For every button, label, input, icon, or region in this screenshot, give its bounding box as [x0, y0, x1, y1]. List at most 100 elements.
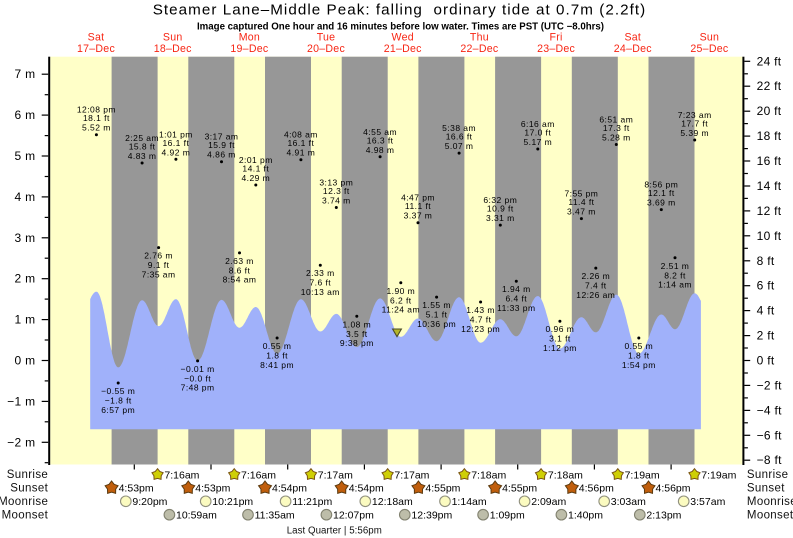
svg-text:9:20pm: 9:20pm [132, 496, 167, 508]
svg-text:Steamer Lane–Middle Peak: fall: Steamer Lane–Middle Peak: falling ordina… [153, 2, 647, 19]
svg-text:2.33 m: 2.33 m [306, 268, 335, 278]
svg-text:23–Dec: 23–Dec [537, 43, 575, 55]
svg-text:Sat: Sat [624, 31, 641, 43]
svg-text:Image captured One hour and 16: Image captured One hour and 16 minutes b… [197, 21, 604, 32]
svg-text:12:08 pm: 12:08 pm [77, 105, 116, 115]
svg-text:9:38 pm: 9:38 pm [340, 338, 374, 348]
svg-text:Tue: Tue [317, 31, 336, 43]
svg-text:−8 ft: −8 ft [757, 453, 783, 467]
svg-text:0 m: 0 m [14, 354, 35, 368]
svg-text:8.6 ft: 8.6 ft [229, 265, 251, 275]
svg-text:16 ft: 16 ft [757, 154, 782, 168]
svg-text:5:38 am: 5:38 am [442, 123, 476, 133]
svg-text:22 ft: 22 ft [757, 79, 782, 93]
svg-text:−2 ft: −2 ft [757, 378, 783, 392]
svg-text:8.2 ft: 8.2 ft [664, 270, 686, 280]
svg-text:6 ft: 6 ft [757, 279, 775, 293]
svg-text:10 ft: 10 ft [757, 229, 782, 243]
svg-text:Moonrise: Moonrise [747, 496, 793, 508]
svg-text:10:59am: 10:59am [176, 510, 217, 522]
svg-text:17.7 ft: 17.7 ft [681, 119, 708, 129]
svg-text:20–Dec: 20–Dec [307, 43, 345, 55]
svg-text:14 ft: 14 ft [757, 179, 782, 193]
svg-text:−2 m: −2 m [7, 435, 35, 449]
svg-text:4:55pm: 4:55pm [502, 483, 537, 495]
svg-text:1.94 m: 1.94 m [502, 284, 531, 294]
svg-text:16.6 ft: 16.6 ft [446, 132, 473, 142]
svg-text:8:41 pm: 8:41 pm [260, 360, 294, 370]
svg-text:Wed: Wed [392, 31, 414, 43]
svg-text:9.1 ft: 9.1 ft [148, 260, 170, 270]
svg-text:17.3 ft: 17.3 ft [603, 123, 630, 133]
svg-text:12:26 am: 12:26 am [576, 290, 615, 300]
svg-text:7.6 ft: 7.6 ft [309, 278, 331, 288]
svg-text:Sunset: Sunset [747, 482, 785, 494]
svg-text:4 m: 4 m [14, 190, 35, 204]
svg-text:2.76 m: 2.76 m [144, 251, 173, 261]
svg-text:5 m: 5 m [14, 149, 35, 163]
svg-text:1.55 m: 1.55 m [422, 300, 451, 310]
svg-text:4:54pm: 4:54pm [272, 483, 307, 495]
svg-text:16.1 ft: 16.1 ft [163, 138, 190, 148]
svg-text:1:01 pm: 1:01 pm [159, 129, 193, 139]
svg-text:4.91 m: 4.91 m [287, 148, 316, 158]
svg-text:Mon: Mon [239, 31, 260, 43]
svg-text:1.8 ft: 1.8 ft [628, 351, 650, 361]
svg-text:−0.01 m: −0.01 m [181, 364, 215, 374]
svg-text:Moonset: Moonset [2, 509, 49, 521]
svg-text:1.8 ft: 1.8 ft [266, 351, 288, 361]
svg-text:7:18am: 7:18am [548, 469, 583, 481]
svg-text:1:12 pm: 1:12 pm [543, 343, 577, 353]
svg-text:4.92 m: 4.92 m [162, 147, 191, 157]
svg-text:Last Quarter | 5:56pm: Last Quarter | 5:56pm [287, 526, 382, 537]
svg-text:7:18am: 7:18am [471, 469, 506, 481]
svg-text:5.07 m: 5.07 m [445, 141, 474, 151]
svg-text:5.39 m: 5.39 m [680, 128, 709, 138]
svg-text:3.47 m: 3.47 m [567, 207, 596, 217]
svg-text:0.55 m: 0.55 m [624, 341, 653, 351]
svg-text:12:23 pm: 12:23 pm [461, 324, 500, 334]
svg-text:7:55 pm: 7:55 pm [564, 189, 598, 199]
svg-text:−0.0 ft: −0.0 ft [184, 373, 211, 383]
svg-text:7:17am: 7:17am [394, 469, 429, 481]
svg-text:2:25 am: 2:25 am [125, 133, 159, 143]
svg-text:4:47 pm: 4:47 pm [401, 193, 435, 203]
svg-text:3.31 m: 3.31 m [486, 213, 515, 223]
svg-text:Sun: Sun [163, 31, 183, 43]
svg-text:2.63 m: 2.63 m [225, 256, 254, 266]
svg-text:16.3 ft: 16.3 ft [367, 135, 394, 145]
svg-text:1.08 m: 1.08 m [342, 319, 371, 329]
svg-text:Moonset: Moonset [747, 509, 793, 521]
svg-text:Sunset: Sunset [10, 482, 48, 494]
svg-text:6:57 pm: 6:57 pm [101, 405, 135, 415]
svg-text:7:23 am: 7:23 am [678, 110, 712, 120]
svg-text:0.55 m: 0.55 m [263, 341, 292, 351]
svg-text:4:08 am: 4:08 am [284, 130, 318, 140]
svg-text:3:13 pm: 3:13 pm [319, 178, 353, 188]
svg-text:6.2 ft: 6.2 ft [390, 295, 412, 305]
svg-text:8 ft: 8 ft [757, 254, 775, 268]
svg-text:6 m: 6 m [14, 108, 35, 122]
svg-text:3.69 m: 3.69 m [647, 198, 676, 208]
svg-text:4:56pm: 4:56pm [579, 483, 614, 495]
svg-text:4:53pm: 4:53pm [195, 483, 230, 495]
svg-text:−0.55 m: −0.55 m [101, 386, 135, 396]
svg-text:−4 ft: −4 ft [757, 403, 783, 417]
svg-text:14.1 ft: 14.1 ft [242, 164, 269, 174]
svg-text:3:17 am: 3:17 am [205, 132, 239, 142]
svg-text:5.17 m: 5.17 m [523, 137, 552, 147]
svg-text:12 ft: 12 ft [757, 204, 782, 218]
svg-text:7:48 pm: 7:48 pm [181, 383, 215, 393]
svg-text:19–Dec: 19–Dec [230, 43, 268, 55]
svg-text:15.9 ft: 15.9 ft [208, 140, 235, 150]
svg-text:0 ft: 0 ft [757, 354, 775, 368]
svg-text:7:17am: 7:17am [318, 469, 353, 481]
svg-text:2:01 pm: 2:01 pm [239, 155, 273, 165]
svg-text:6.4 ft: 6.4 ft [505, 294, 527, 304]
svg-text:2 m: 2 m [14, 272, 35, 286]
svg-text:6:32 pm: 6:32 pm [483, 195, 517, 205]
svg-text:2.51 m: 2.51 m [661, 261, 690, 271]
svg-text:3:03am: 3:03am [611, 496, 646, 508]
svg-text:11:24 am: 11:24 am [382, 305, 420, 315]
svg-text:24–Dec: 24–Dec [614, 43, 652, 55]
